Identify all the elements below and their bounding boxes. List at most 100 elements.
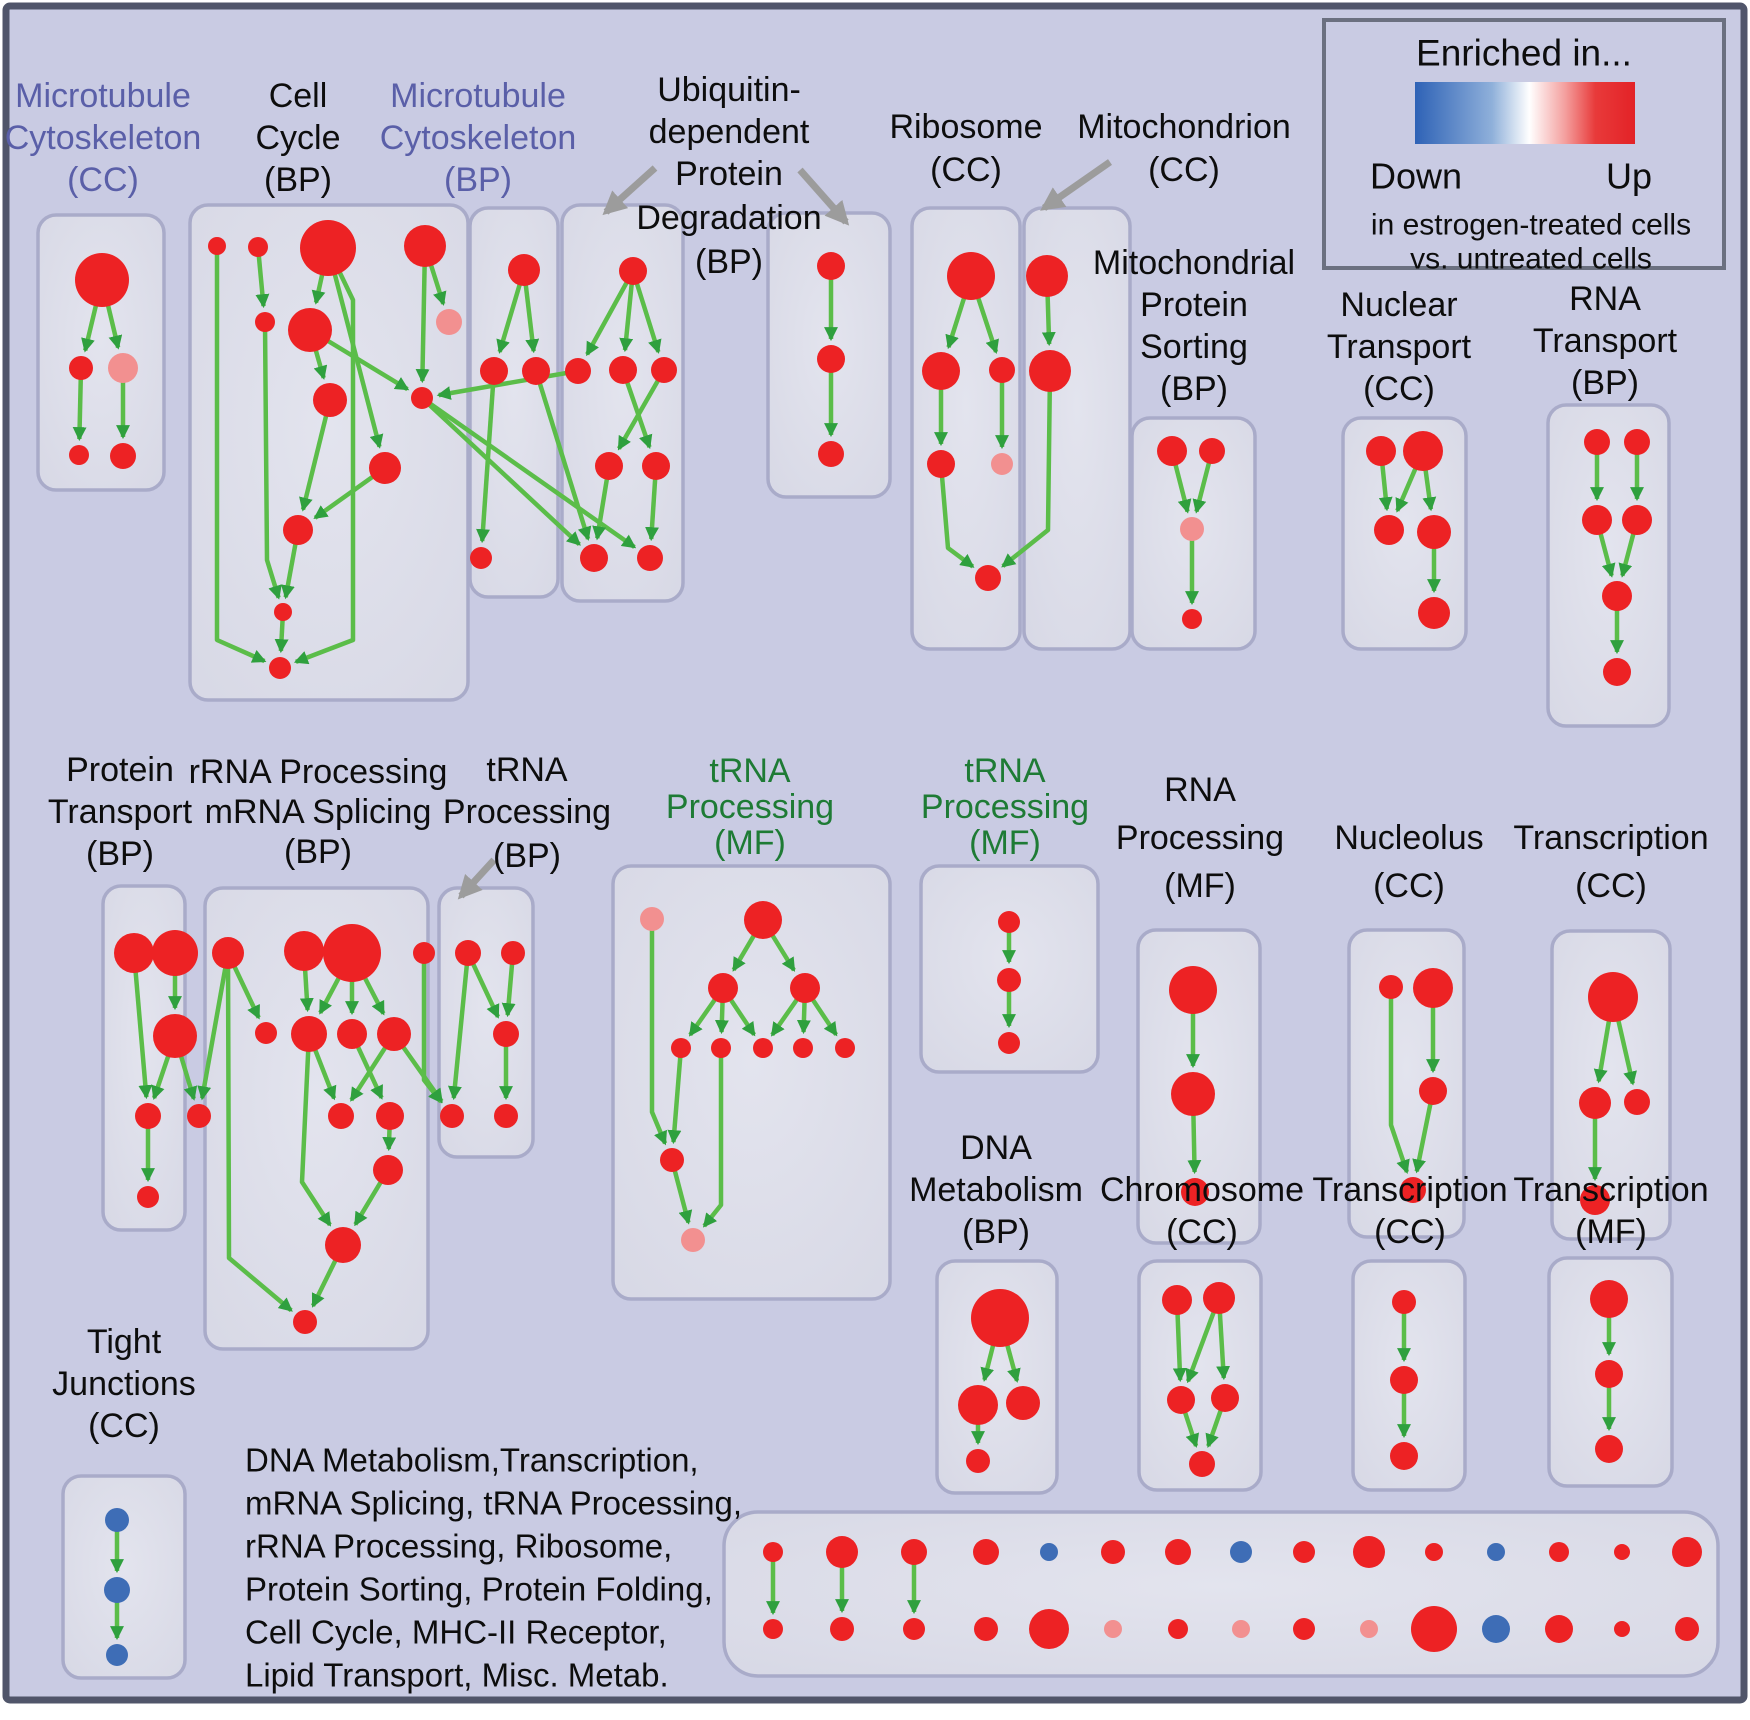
node-xb4: [974, 1617, 998, 1641]
edge-l5-l11: [299, 1033, 332, 1227]
label-rna-processing-mf-line-3: (MF): [1164, 867, 1236, 905]
node-t1: [1203, 1282, 1235, 1314]
node-xt12: [1487, 1543, 1505, 1561]
edge-l0-l12: [225, 952, 293, 1313]
label-trna-processing-mf-2-line-1: tRNA: [964, 752, 1046, 790]
node-t4: [1189, 1451, 1215, 1477]
label-microtubule-cytoskeleton-bp-line-3: (BP): [444, 161, 512, 199]
node-h1: [1199, 438, 1225, 464]
label-tight-junctions-cc-line-2: Junctions: [52, 1365, 196, 1403]
label-protein-transport-bp-line-3: (BP): [86, 835, 154, 873]
edge-c2-d6: [533, 370, 592, 541]
node-e0: [817, 252, 845, 280]
node-h2: [1180, 517, 1204, 541]
node-i3: [1417, 515, 1451, 549]
label-trna-processing-mf-2-line-2: Processing: [921, 788, 1089, 826]
node-s1: [958, 1385, 998, 1425]
label-nuclear-transport-cc-line-1: Nuclear: [1340, 286, 1457, 324]
node-n1: [744, 901, 782, 939]
node-r3: [1580, 1185, 1610, 1215]
node-b9: [369, 452, 401, 484]
label-trna-processing-mf-1-line-3: (MF): [714, 824, 786, 862]
label-transcription-cc-row2-line-2: (CC): [1575, 867, 1647, 905]
node-xt2: [826, 1536, 858, 1568]
label-transcription-cc-row3-line-2: (CC): [1374, 1213, 1446, 1251]
label-cell-cycle-bp-line-3: (BP): [264, 161, 332, 199]
node-o1: [997, 968, 1021, 992]
node-l9: [376, 1102, 404, 1130]
edge-b3-b8: [415, 245, 430, 384]
label-ubiquitin-dependent-protein-degradation-bp-line-2: dependent: [649, 113, 810, 151]
node-n9: [660, 1148, 684, 1172]
bottom-category-text-line-1: DNA Metabolism,Transcription,: [245, 1442, 699, 1479]
label-microtubule-cytoskeleton-cc-line-1: Microtubule: [15, 77, 191, 115]
node-l7: [377, 1017, 411, 1051]
edge-b2-b12: [293, 247, 356, 665]
edge-b8-d6: [420, 396, 581, 547]
node-n3: [790, 973, 820, 1003]
node-f1: [922, 352, 960, 390]
node-xt14: [1614, 1544, 1630, 1560]
edge-d1-b8: [436, 368, 579, 400]
node-c2: [522, 357, 550, 385]
label-dna-metabolism-bp-line-1: DNA: [960, 1129, 1032, 1167]
label-ubiquitin-dependent-protein-degradation-bp-line-1: Ubiquitin-: [657, 71, 801, 109]
node-f0: [947, 252, 995, 300]
label-microtubule-cytoskeleton-cc-line-2: Cytoskeleton: [5, 119, 202, 157]
node-xb6: [1104, 1620, 1122, 1638]
edge-d3-d4: [616, 368, 666, 451]
node-r2: [1624, 1089, 1650, 1115]
node-xb5: [1029, 1609, 1069, 1649]
node-n2: [708, 973, 738, 1003]
label-mitochondrion-cc-line-2: (CC): [1148, 151, 1220, 189]
label-rna-processing-mf-line-1: RNA: [1164, 771, 1236, 809]
node-i2: [1374, 515, 1404, 545]
node-n7: [793, 1038, 813, 1058]
label-mitochondrial-protein-sorting-bp-line-4: (BP): [1160, 370, 1228, 408]
node-n5: [711, 1038, 731, 1058]
label-dna-metabolism-bp-line-3: (BP): [962, 1213, 1030, 1251]
label-rna-transport-bp-line-2: Transport: [1533, 322, 1678, 360]
node-a1: [69, 356, 93, 380]
node-l5: [291, 1016, 327, 1052]
node-k1: [152, 930, 198, 976]
node-v0: [1590, 1280, 1628, 1318]
label-protein-transport-bp-line-1: Protein: [66, 751, 174, 789]
bottom-category-text-line-6: Lipid Transport, Misc. Metab.: [245, 1657, 669, 1694]
legend-up-label: Up: [1606, 156, 1652, 197]
node-t2: [1167, 1386, 1195, 1414]
label-transcription-cc-row3-line-1: Transcription: [1312, 1171, 1507, 1209]
node-q3: [1400, 1177, 1426, 1203]
node-m0: [455, 940, 481, 966]
label-nucleolus-cc-line-2: (CC): [1373, 867, 1445, 905]
label-ribosome-cc-line-1: Ribosome: [889, 108, 1042, 146]
node-f2: [989, 357, 1015, 383]
node-l11: [325, 1227, 361, 1263]
label-pointer-arrow-4: [457, 857, 497, 900]
node-xt8: [1230, 1541, 1252, 1563]
node-b8: [411, 387, 433, 409]
node-d2: [609, 356, 637, 384]
node-c0: [508, 254, 540, 286]
cluster-box-microtubule-cc: [36, 213, 166, 492]
node-i4: [1418, 597, 1450, 629]
label-microtubule-cytoskeleton-bp-line-2: Cytoskeleton: [380, 119, 577, 157]
label-chromosome-cc-line-2: (CC): [1166, 1213, 1238, 1251]
label-dna-metabolism-bp-line-2: Metabolism: [909, 1171, 1083, 1209]
node-j0: [1584, 429, 1610, 455]
label-rrna-processing-mrna-splicing-bp-line-2: mRNA Splicing: [205, 793, 432, 831]
edge-g1-f5: [1001, 370, 1053, 568]
label-trna-processing-bp-line-2: Processing: [443, 793, 611, 831]
node-p1: [1171, 1072, 1215, 1116]
node-b3: [404, 225, 446, 267]
label-ribosome-cc-line-2: (CC): [930, 151, 1002, 189]
node-xb13: [1545, 1615, 1573, 1643]
label-nucleolus-cc-line-1: Nucleolus: [1334, 819, 1483, 857]
node-d0: [619, 257, 647, 285]
node-b1: [248, 237, 268, 257]
node-k0: [114, 933, 154, 973]
node-w1: [104, 1577, 130, 1603]
label-rrna-processing-mrna-splicing-bp-line-1: rRNA Processing: [189, 753, 448, 791]
node-b6: [436, 309, 462, 335]
